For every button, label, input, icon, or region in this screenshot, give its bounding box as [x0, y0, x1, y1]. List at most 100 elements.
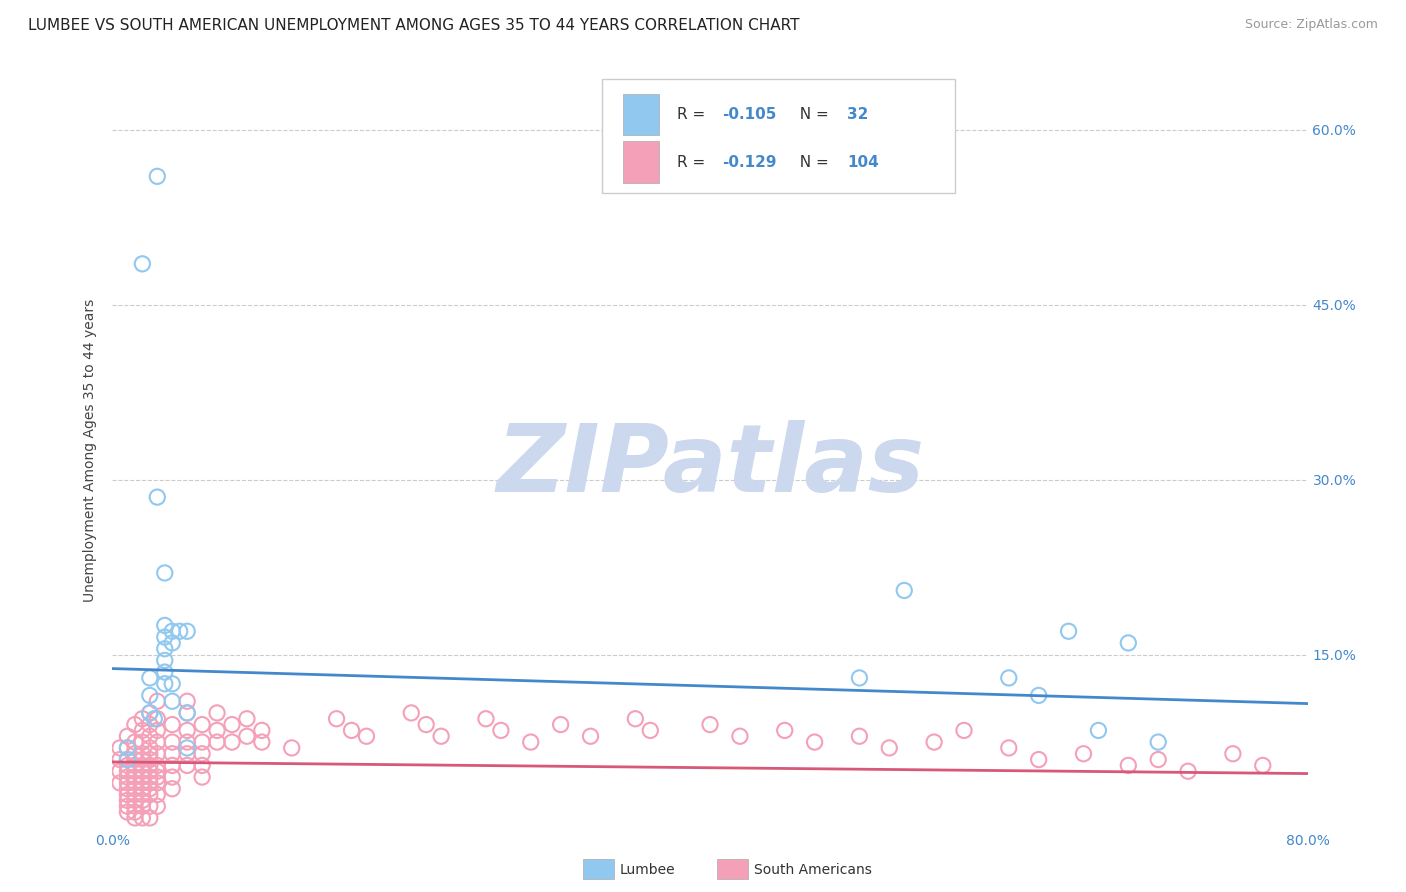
Point: [250, 723, 273, 738]
Text: N =: N =: [790, 107, 834, 122]
Point: [131, 781, 153, 796]
Point: [1251, 758, 1274, 772]
Point: [131, 788, 153, 802]
Point: [579, 729, 602, 743]
Point: [131, 747, 153, 761]
Point: [117, 770, 139, 784]
FancyBboxPatch shape: [623, 142, 658, 183]
Point: [146, 712, 169, 726]
Point: [998, 671, 1021, 685]
Point: [139, 764, 162, 779]
Point: [773, 723, 796, 738]
Point: [699, 717, 721, 731]
Point: [550, 717, 572, 731]
Point: [205, 723, 228, 738]
Point: [153, 677, 176, 691]
Point: [520, 735, 543, 749]
Point: [131, 712, 153, 726]
Point: [139, 671, 162, 685]
Text: ZIPatlas: ZIPatlas: [496, 419, 924, 512]
Point: [356, 729, 378, 743]
Point: [139, 747, 162, 761]
Point: [191, 770, 214, 784]
Point: [124, 811, 146, 825]
Point: [139, 729, 162, 743]
Point: [131, 758, 153, 772]
Point: [131, 793, 153, 807]
Point: [131, 723, 153, 738]
Point: [325, 712, 347, 726]
Point: [153, 653, 176, 667]
Point: [124, 793, 146, 807]
Point: [146, 764, 169, 779]
Point: [1073, 747, 1095, 761]
Text: -0.129: -0.129: [723, 155, 776, 169]
Point: [893, 583, 915, 598]
Point: [176, 624, 198, 639]
Point: [250, 735, 273, 749]
Point: [236, 729, 259, 743]
Point: [131, 753, 153, 767]
Point: [117, 753, 139, 767]
Point: [131, 776, 153, 790]
Point: [162, 758, 183, 772]
Point: [117, 776, 139, 790]
Point: [143, 712, 166, 726]
Text: South Americans: South Americans: [754, 863, 872, 877]
Point: [131, 811, 153, 825]
Point: [475, 712, 498, 726]
Point: [139, 776, 162, 790]
Point: [124, 770, 146, 784]
Point: [131, 764, 153, 779]
Point: [169, 624, 191, 639]
Point: [205, 706, 228, 720]
Point: [131, 799, 153, 814]
Point: [1222, 747, 1244, 761]
Point: [139, 788, 162, 802]
Text: 104: 104: [848, 155, 879, 169]
Point: [1118, 636, 1140, 650]
Point: [117, 729, 139, 743]
Point: [236, 712, 259, 726]
Point: [117, 793, 139, 807]
Point: [146, 694, 169, 708]
Point: [176, 706, 198, 720]
Point: [124, 788, 146, 802]
Text: Lumbee: Lumbee: [620, 863, 676, 877]
Point: [1087, 723, 1109, 738]
Point: [117, 788, 139, 802]
Point: [117, 758, 139, 772]
Point: [1118, 758, 1140, 772]
FancyBboxPatch shape: [603, 79, 955, 193]
Point: [848, 671, 870, 685]
Point: [139, 706, 162, 720]
Point: [153, 618, 176, 632]
Text: LUMBEE VS SOUTH AMERICAN UNEMPLOYMENT AMONG AGES 35 TO 44 YEARS CORRELATION CHAR: LUMBEE VS SOUTH AMERICAN UNEMPLOYMENT AM…: [28, 18, 800, 33]
Point: [139, 753, 162, 767]
Point: [139, 770, 162, 784]
Point: [221, 717, 243, 731]
Point: [108, 753, 131, 767]
Point: [124, 799, 146, 814]
Point: [191, 735, 214, 749]
Point: [176, 747, 198, 761]
Text: N =: N =: [790, 155, 834, 169]
Point: [1177, 764, 1199, 779]
Point: [146, 747, 169, 761]
Point: [191, 717, 214, 731]
Point: [153, 641, 176, 656]
Point: [146, 169, 169, 184]
Point: [162, 677, 183, 691]
Point: [146, 788, 169, 802]
Point: [176, 735, 198, 749]
Point: [124, 764, 146, 779]
Point: [124, 758, 146, 772]
Point: [205, 735, 228, 749]
Point: [139, 758, 162, 772]
Point: [117, 781, 139, 796]
Point: [879, 740, 901, 755]
Point: [998, 740, 1021, 755]
Point: [124, 735, 146, 749]
Point: [124, 747, 146, 761]
Text: R =: R =: [676, 107, 710, 122]
